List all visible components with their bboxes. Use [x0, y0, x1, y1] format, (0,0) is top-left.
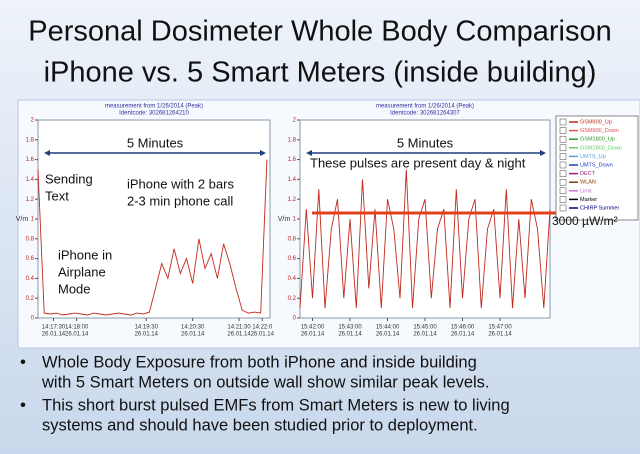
legend-label: GSM1800_Up: [580, 137, 615, 143]
series-line: [37, 159, 268, 316]
x-tick-label: 15:46:00: [451, 325, 475, 331]
bullet-marker: •: [20, 352, 26, 371]
y-tick-label: 0.2: [288, 296, 297, 302]
identcode: Identcode: 302681264307: [390, 111, 460, 117]
legend-check: [559, 153, 567, 160]
x-tick-label: 15:43:00: [338, 325, 362, 331]
legend-check: [559, 196, 567, 203]
bullet-marker: •: [20, 395, 26, 414]
annotation: Airplane: [58, 264, 106, 279]
y-tick-label: 0.8: [26, 236, 35, 242]
x-tick-date: 26.01.14: [65, 332, 89, 338]
annotation: Mode: [58, 281, 91, 296]
legend-check: [559, 135, 567, 143]
legend-check: [559, 127, 567, 134]
x-tick-label: 14:19:30: [135, 325, 159, 331]
x-tick-date: 26.01.14: [227, 332, 251, 338]
legend-label: DECT: [580, 171, 596, 177]
subtitle: measurement from 1/26/2014 (Peak): [105, 104, 203, 110]
legend-check: [559, 187, 567, 195]
x-tick-label: 14:18:00: [65, 325, 89, 331]
y-tick-label: 2: [293, 118, 297, 124]
legend-check: [559, 144, 567, 152]
bullet-text: Whole Body Exposure from both iPhone and…: [42, 353, 477, 371]
x-tick-label: 14:21:30: [227, 325, 251, 331]
legend-check: [559, 161, 567, 169]
legend-label: WLAN: [580, 180, 596, 186]
y-tick-label: 1.6: [288, 157, 297, 163]
y-axis-label: V/m: [278, 216, 291, 223]
y-tick-label: 0: [31, 316, 35, 322]
x-tick-label: 14:17:30: [42, 325, 66, 331]
annotation: 5 Minutes: [397, 135, 454, 150]
y-tick-label: 0.4: [288, 276, 297, 282]
y-tick-label: 1: [31, 217, 35, 223]
legend-label: GSM900_Up: [580, 119, 612, 125]
x-tick-label: 15:45:00: [413, 325, 437, 331]
y-tick-label: 1.8: [288, 137, 297, 143]
y-tick-label: 0.4: [26, 276, 35, 282]
y-tick-label: 0.2: [26, 296, 35, 302]
legend-check: [559, 170, 567, 177]
y-tick-label: 1.2: [288, 197, 297, 203]
legend-check: [559, 178, 567, 186]
y-tick-label: 1.6: [26, 157, 35, 163]
legend-check: [559, 204, 567, 212]
x-tick-date: 26.01.14: [301, 332, 325, 338]
y-tick-label: 1.2: [26, 197, 35, 203]
x-tick-label: 15:47:00: [488, 325, 512, 331]
y-tick-label: 1.4: [26, 177, 35, 183]
title-line: iPhone vs. 5 Smart Meters (inside buildi…: [44, 57, 597, 89]
annotation: Sending: [45, 171, 93, 186]
annotation: Text: [45, 188, 69, 203]
series-line: [299, 169, 551, 309]
legend-label: GSM1800_Down: [580, 145, 622, 151]
title-line: Personal Dosimeter Whole Body Comparison: [28, 16, 611, 48]
y-tick-label: 0.6: [288, 256, 297, 262]
x-tick-date: 26.01.14: [181, 332, 205, 338]
x-tick-date: 26.01.14: [413, 332, 437, 338]
x-tick-date: 26.01.14: [338, 332, 362, 338]
legend-label: UMTS_Up: [580, 154, 606, 160]
legend-label: Marker: [580, 197, 597, 203]
threshold-label: 3000 µW/m²: [552, 214, 618, 228]
bullet-text: systems and should have been studied pri…: [42, 416, 478, 434]
x-tick-label: 14:22:0: [252, 325, 273, 331]
y-tick-label: 1: [293, 217, 297, 223]
annotation: iPhone with 2 bars: [127, 176, 234, 191]
y-tick-label: 0: [293, 316, 297, 322]
x-tick-date: 26.01.14: [42, 332, 66, 338]
legend-label: UMTS_Down: [580, 162, 613, 168]
bullet-text: This short burst pulsed EMFs from Smart …: [42, 396, 510, 414]
x-tick-date: 26.01.14: [376, 332, 400, 338]
y-tick-label: 1.8: [26, 137, 35, 143]
x-tick-date: 26.01.14: [451, 332, 475, 338]
x-tick-date: 26.01.14: [251, 332, 275, 338]
y-axis-label: V/m: [16, 216, 29, 223]
x-tick-date: 26.01.14: [488, 332, 512, 338]
subtitle: measurement from 1/26/2014 (Peak): [376, 104, 474, 110]
bullet-text: with 5 Smart Meters on outside wall show…: [41, 373, 490, 391]
y-tick-label: 2: [31, 118, 35, 124]
annotation: 5 Minutes: [127, 135, 184, 150]
identcode: Identcode: 302681264210: [119, 111, 189, 117]
y-tick-label: 0.8: [288, 236, 297, 242]
x-tick-label: 14:20:30: [181, 325, 205, 331]
y-tick-label: 1.4: [288, 177, 297, 183]
annotation: These pulses are present day & night: [310, 155, 526, 170]
annotation: 2-3 min phone call: [127, 193, 233, 208]
x-tick-date: 26.01.14: [135, 332, 159, 338]
x-tick-label: 15:44:00: [376, 325, 400, 331]
legend-label: Limit: [580, 188, 592, 194]
legend-check: [559, 118, 567, 126]
legend: [555, 115, 639, 221]
x-tick-label: 15:42:00: [301, 325, 325, 331]
annotation: iPhone in: [58, 247, 112, 262]
y-tick-label: 0.6: [26, 256, 35, 262]
legend-label: GSM900_Down: [580, 128, 619, 134]
legend-label: CHIRP Summer: [580, 205, 619, 211]
